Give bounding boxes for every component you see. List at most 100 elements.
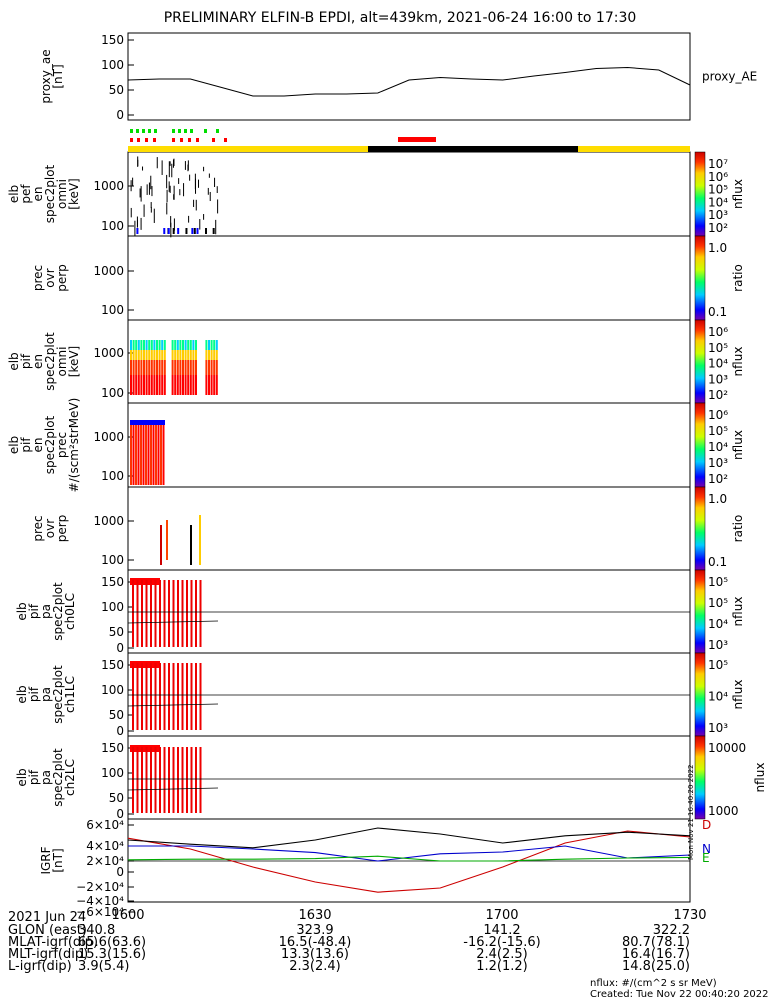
tick-label-8-3: 0 [116, 807, 124, 821]
panel-label-1-2: en [31, 187, 45, 202]
tick-label-6-0: 150 [101, 575, 124, 589]
colorbar-label-8: nflux [753, 763, 767, 793]
footer-row-value: 340.8 [78, 923, 116, 938]
pa-streak-2-3 [145, 747, 148, 813]
spec-pef-omni-streak-1 [151, 186, 153, 197]
spec-pif-prec-1 [132, 420, 135, 485]
spec-pif-omni-yellow-30 [208, 350, 210, 360]
spec-pif-omni-red-7 [148, 375, 151, 395]
spec-pif-omni-green-17 [174, 340, 177, 350]
panel-label-8-0: elb [15, 768, 29, 786]
pa-streak-2-15 [199, 747, 202, 813]
spec-pef-omni-streak-14 [137, 219, 139, 227]
spec-pef-omni-low-3 [177, 228, 180, 234]
colorbar-tick-1-0: 10⁷ [708, 157, 728, 171]
colorbar-3 [694, 319, 706, 404]
spec-pif-omni-green-0 [130, 340, 132, 350]
x-tick-1700: 1700 [485, 908, 518, 923]
colorbar-label-2: ratio [731, 264, 745, 292]
spec-pif-omni-red-23 [189, 375, 192, 395]
spec-pif-omni-orange-7 [148, 360, 151, 375]
indicator-red-9 [224, 138, 227, 142]
pa-streak-2-14 [195, 747, 197, 813]
spec-pif-omni-orange-20 [182, 360, 184, 375]
pa-streak-2-4 [150, 747, 152, 813]
colorbar-tick-5-1: 0.1 [708, 555, 727, 569]
footer-row-value: 15.3(15.6) [78, 947, 147, 962]
spec-pef-omni-streak-26 [195, 199, 197, 211]
footer-row-value: 1.2(1.2) [476, 959, 528, 974]
pa-streak-1-12 [186, 663, 188, 730]
tick-label-0-0: 150 [101, 33, 124, 47]
spec-pif-omni-yellow-4 [140, 350, 143, 360]
tick-label-0-3: 0 [116, 108, 124, 122]
colorbar-tick-3-0: 10⁶ [708, 325, 728, 339]
spec-pef-omni-low-11 [191, 228, 194, 234]
spec-pef-omni-streak-44 [184, 161, 186, 170]
spec-pef-omni-streak-33 [171, 163, 173, 178]
spec-pif-omni-orange-2 [135, 360, 138, 375]
spec-pef-omni-streak-25 [215, 219, 217, 235]
panel-label-8-2: pa [39, 770, 53, 785]
panel-label-4-3: spec2plot [43, 415, 57, 474]
spec-pef-omni-streak-7 [134, 220, 136, 237]
footer-row-value: 2.4(2.5) [476, 947, 528, 962]
panel-label-1-4: omni [55, 179, 69, 209]
panel-label-4-2: en [31, 438, 45, 453]
spec-pef-omni-streak-50 [137, 159, 139, 167]
pa-streak-2-5 [154, 747, 157, 813]
colorbar-5 [694, 486, 706, 571]
indicator-green-10 [216, 129, 219, 133]
indicator-red-4 [172, 138, 175, 142]
spec-pef-omni-streak-56 [170, 222, 172, 238]
spec-pif-omni-red-16 [171, 375, 174, 395]
spec-pef-omni-streak-43 [142, 166, 144, 171]
spec-pef-omni-streak-57 [166, 189, 168, 203]
spec-pif-prec-0 [130, 420, 132, 485]
spec-pif-omni-red-18 [176, 375, 179, 395]
indicator-green-6 [178, 129, 181, 133]
pa-streak-0-8 [168, 580, 170, 647]
spec-pif-prec-blue [130, 420, 165, 425]
colorbar-tick-4-0: 10⁶ [708, 408, 728, 422]
spec-pif-prec-5 [142, 420, 145, 485]
spec-pif-omni-red-0 [130, 375, 132, 395]
panel-label-4-5: #/(scm²strMeV) [67, 398, 81, 493]
indicator-green-8 [190, 129, 193, 133]
spec-pif-omni-yellow-12 [161, 350, 164, 360]
colorbar-tick-3-1: 10⁵ [708, 341, 728, 355]
tick-label-5-1: 100 [101, 553, 124, 567]
panel-label-8-3: spec2plot [51, 748, 65, 807]
chart-title: PRELIMINARY ELFIN-B EPDI, alt=439km, 202… [164, 10, 637, 26]
colorbar-tick-4-2: 10⁴ [708, 440, 728, 454]
spec-pif-omni-red-3 [137, 375, 140, 395]
spec-pif-omni-red-10 [156, 375, 158, 395]
spec-pif-omni-yellow-3 [137, 350, 140, 360]
spec-pif-omni-green-5 [143, 340, 145, 350]
status-bar-black [368, 146, 578, 152]
spec-pif-omni-orange-4 [140, 360, 143, 375]
colorbar-tick-6-2: 10⁴ [708, 617, 728, 631]
spec-pif-omni-red-22 [187, 375, 190, 395]
spec-pif-omni-yellow-13 [163, 350, 166, 360]
pa-streak-1-5 [154, 663, 157, 730]
spec-pef-omni-streak-55 [173, 218, 175, 231]
spec-pif-omni-yellow-8 [150, 350, 153, 360]
spec-ratio2-3 [199, 515, 201, 565]
status-bar-yellow-2 [578, 146, 690, 152]
spec-pif-omni-orange-25 [195, 360, 197, 375]
panel-label-6-2: pa [39, 604, 53, 619]
spec-pef-omni-streak-17 [187, 164, 189, 172]
spec-pif-omni-green-2 [135, 340, 138, 350]
spec-pif-omni-red-17 [174, 375, 177, 395]
spec-pef-omni-streak-42 [150, 175, 152, 190]
panel-frame-1 [127, 151, 691, 237]
spec-pif-omni-yellow-1 [132, 350, 135, 360]
spec-pif-omni-red-5 [143, 375, 145, 395]
pa-streak-2-7 [163, 747, 166, 813]
panel-label-3-0: elb [7, 352, 21, 370]
indicator-red-3 [153, 138, 156, 142]
colorbar-tick-6-1: 10⁵ [708, 596, 728, 610]
panels-group: proxy_ae[nT]150100500proxy_AEelbpefenspe… [7, 32, 767, 923]
spec-ratio2-0 [160, 525, 162, 565]
